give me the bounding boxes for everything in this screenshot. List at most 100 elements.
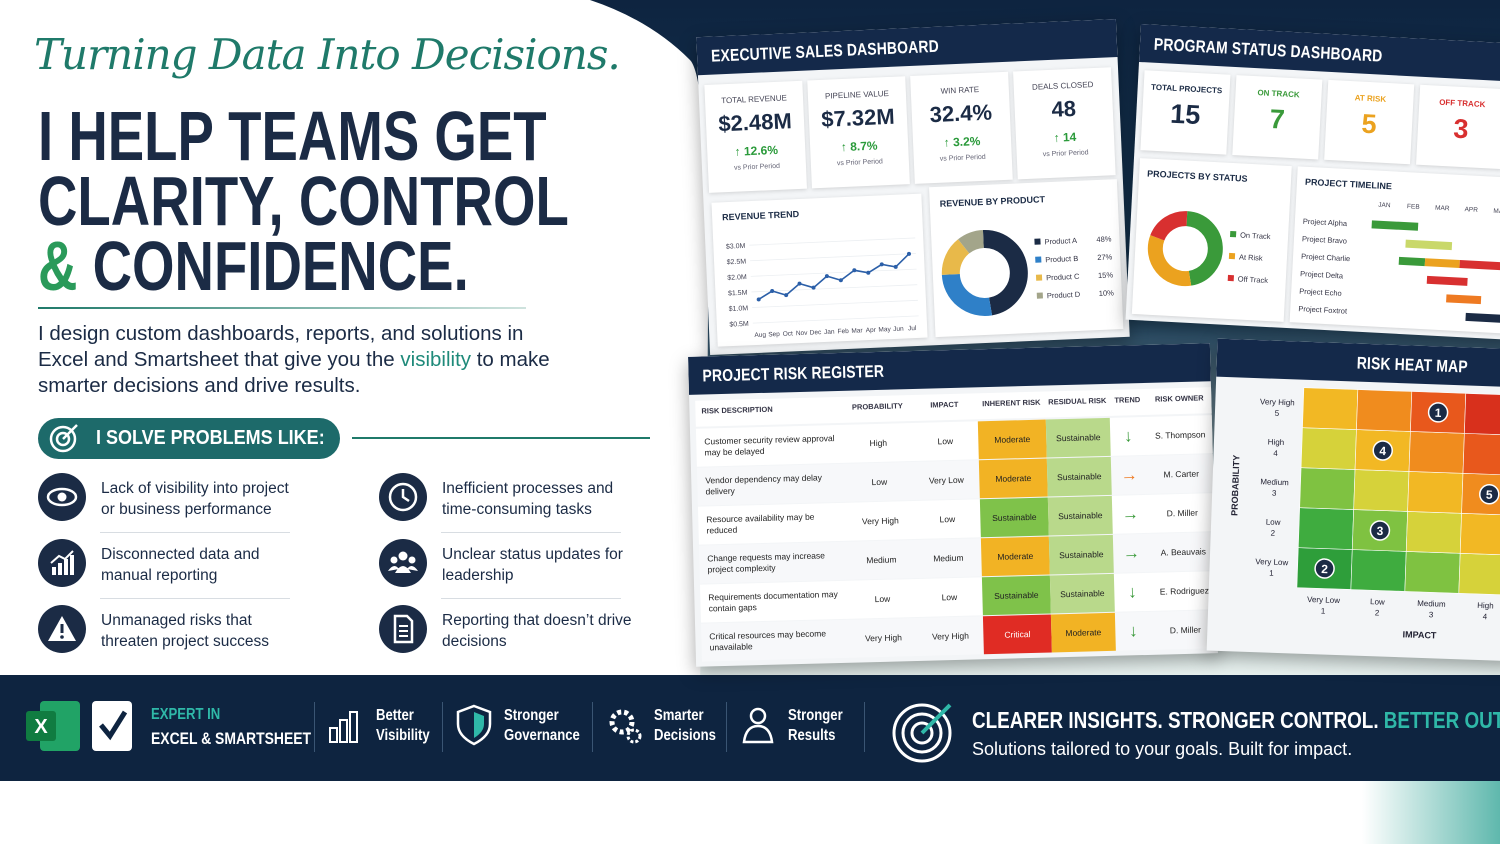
kpi-change: ↑ 3.2% xyxy=(943,134,981,150)
x-tick-label: Apr xyxy=(866,327,877,334)
axis-title: PROBABILITY xyxy=(1229,455,1241,516)
risk-register: PROJECT RISK REGISTER RISK DESCRIPTION PRO… xyxy=(688,343,1218,667)
y-level-value: 5 xyxy=(1275,409,1280,418)
icon xyxy=(62,424,78,440)
risk-marker xyxy=(1314,558,1335,579)
month-label: MAY xyxy=(1493,208,1500,216)
check-mark xyxy=(99,710,128,741)
kpi-card: AT RISK 5 xyxy=(1324,79,1415,165)
cell: D. Miller xyxy=(1166,507,1198,519)
footer-tagline: CLEARER INSIGHTS. STRONGER CONTROL. BETT… xyxy=(972,707,1500,734)
y-level-label: Medium xyxy=(1260,477,1289,487)
cell: Medium xyxy=(866,554,897,566)
kpi-label: TOTAL PROJECTS xyxy=(1150,82,1223,96)
footer-item: Results xyxy=(788,727,846,745)
heat-cell xyxy=(1464,393,1500,436)
risk-label: 1 xyxy=(1434,406,1441,420)
risk-label: 5 xyxy=(1486,488,1493,502)
project-name: Project Charlie xyxy=(1301,252,1351,264)
headline-text: CONFIDENCE. xyxy=(92,227,469,305)
icon xyxy=(920,703,952,735)
kpi-card: DEALS CLOSED 48 ↑ 14 vs Prior Period xyxy=(1013,67,1116,180)
footer-icon xyxy=(456,704,492,746)
y-level-value: 2 xyxy=(1270,529,1275,538)
cell: ↓ xyxy=(1128,621,1138,641)
panel-title: PROJECT RISK REGISTER xyxy=(702,361,885,386)
value-label: 48% xyxy=(1096,234,1112,244)
problems-heading-text: I SOLVE PROBLEMS LIKE: xyxy=(96,418,350,459)
problem-text: Lack of visibility into project or busin… xyxy=(101,480,289,518)
heat-cell xyxy=(1462,433,1500,476)
month-label: FEB xyxy=(1407,203,1420,211)
heat-cell xyxy=(1404,551,1461,594)
footer-item-line: Smarter xyxy=(654,707,704,724)
excel-letter: X xyxy=(34,716,48,738)
icon xyxy=(46,487,78,507)
gantt-bar xyxy=(1424,258,1460,268)
cell: A. Beauvais xyxy=(1160,546,1207,558)
cell: Moderate xyxy=(977,419,1047,460)
icon xyxy=(910,721,934,745)
kpi-label: TOTAL REVENUE xyxy=(721,93,788,106)
point xyxy=(906,251,911,256)
kpi-card: WIN RATE 32.4% ↑ 3.2% vs Prior Period xyxy=(910,71,1013,184)
value-label: 10% xyxy=(1099,288,1115,298)
tagline-part: BETTER OUTCOMES. xyxy=(1383,707,1500,733)
kpi-value: 3 xyxy=(1452,113,1470,145)
y-tick-label: $2.0M xyxy=(727,274,747,282)
cell: Medium xyxy=(933,552,964,564)
cell: Moderate xyxy=(980,536,1050,577)
footer-expert: EXCEL & SMARTSHEET xyxy=(151,729,346,749)
separator xyxy=(100,532,290,533)
panel-title: EXECUTIVE SALES DASHBOARD xyxy=(710,36,940,66)
cell: Sustainable xyxy=(979,497,1049,538)
point xyxy=(852,268,857,273)
timeline-card: PROJECT TIMELINE JAN FEB MAR APR MAY Project A… xyxy=(1289,166,1500,335)
footer-expert-line: EXCEL & SMARTSHEET xyxy=(151,729,312,748)
x-tick-label: Nov xyxy=(796,330,809,338)
column-header: TREND xyxy=(1114,395,1141,405)
y-level-label: High xyxy=(1268,438,1285,448)
cell: Very Low xyxy=(928,474,964,486)
legend-label: Product D xyxy=(1047,290,1081,300)
intro-text: I design custom dashboards, reports, and… xyxy=(38,322,524,371)
cell: Customer security review approval may be… xyxy=(704,433,835,458)
grid-line xyxy=(750,268,917,277)
icon xyxy=(60,635,64,639)
problem-text: Reporting that doesn’t drive decisions xyxy=(442,612,632,650)
kpi-note: vs Prior Period xyxy=(1042,149,1089,159)
heat-cell xyxy=(1407,471,1464,514)
icon xyxy=(474,712,484,738)
headline-line: I HELP TEAMS GET xyxy=(38,97,547,175)
icon xyxy=(339,719,348,743)
cell: ↓ xyxy=(1127,582,1137,602)
footer-sub: Solutions tailored to your goals. Built … xyxy=(972,739,1353,759)
kpi-value: $7.32M xyxy=(820,103,896,132)
cell: → xyxy=(1122,543,1141,563)
heat-cell xyxy=(1405,511,1462,554)
x-level-label: Very Low xyxy=(1307,595,1340,605)
month-label: MAR xyxy=(1435,205,1450,213)
point xyxy=(756,297,761,302)
legend-label: Product C xyxy=(1046,272,1080,282)
cell: Sustainable xyxy=(1045,417,1111,458)
kpi-card: PIPELINE VALUE $7.32M ↑ 8.7% vs Prior Perio… xyxy=(807,76,910,189)
y-level-value: 1 xyxy=(1269,569,1274,578)
legend-label: Product A xyxy=(1044,236,1077,246)
x-tick-label: Jun xyxy=(893,326,904,333)
legend-swatch xyxy=(1035,274,1043,281)
heat-cell xyxy=(1353,469,1410,512)
value-label: 27% xyxy=(1097,252,1113,262)
kpi-card: OFF TRACK 3 xyxy=(1416,84,1500,170)
kpi-label: ON TRACK xyxy=(1257,88,1300,100)
footer-item: Visibility xyxy=(376,727,442,745)
column-header: IMPACT xyxy=(930,399,959,410)
cell: → xyxy=(1120,465,1139,485)
footer-item-line: Stronger xyxy=(788,707,843,724)
chart: JAN FEB MAR APR MAY Project Alpha Project Brav… xyxy=(1298,202,1500,324)
separator xyxy=(442,702,443,752)
problem-text: Disconnected data and manual reporting xyxy=(101,546,260,584)
kpi-change: ↑ 12.6% xyxy=(734,142,779,159)
problem-text: Unmanaged risks that threaten project su… xyxy=(101,612,270,650)
